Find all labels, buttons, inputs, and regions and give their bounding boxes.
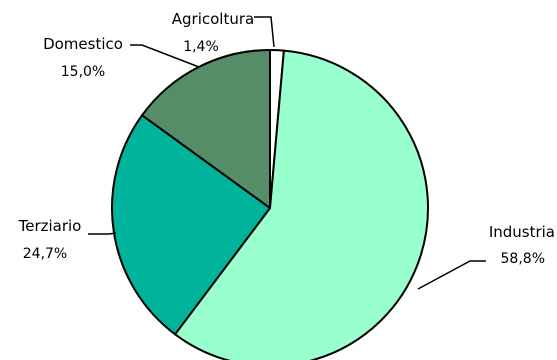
leader-line-domestico [130,44,200,68]
pie-labels: Agricoltura 1,4% Industria 58,8% Terziario 24… [18,10,555,267]
pie-slice-industria [174,49,429,360]
pie-label-agricoltura: Agricoltura [172,10,254,28]
leader-line-industria [417,260,486,290]
pie-value-agricoltura: 1,4% [183,39,219,55]
pie-value-terziario: 24,7% [23,246,67,262]
pie-value-industria: 58,8% [501,251,545,267]
leader-line-agricoltura [254,16,275,48]
pie-label-industria: Industria [489,223,555,241]
pie-value-domestico: 15,0% [61,64,105,80]
pie-slice-terziario [111,114,271,336]
pie-label-domestico: Domestico [43,35,123,53]
pie-label-terziario: Terziario [18,217,82,235]
pie-slices [111,48,429,360]
leader-line-terziario [88,232,117,235]
pie-leader-lines [88,16,486,290]
